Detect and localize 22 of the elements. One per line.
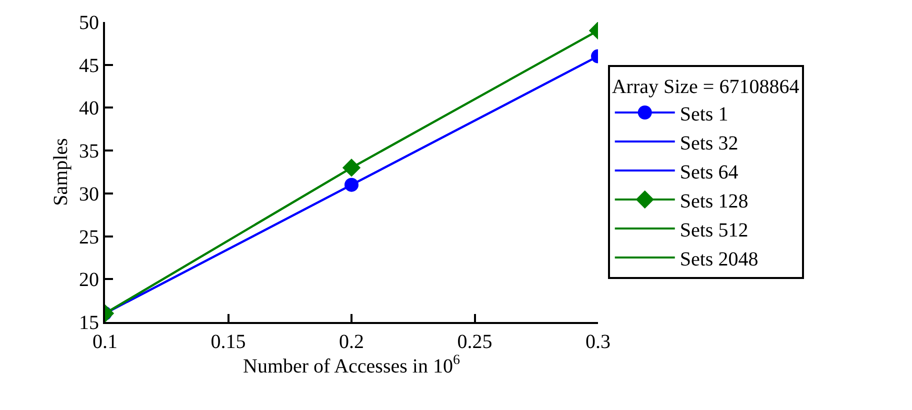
legend-label: Sets 2048	[680, 248, 758, 270]
x-tick-label: 0.1	[92, 331, 118, 353]
legend-label: Sets 32	[680, 132, 738, 154]
legend-label: Sets 1	[680, 103, 728, 126]
x-tick-label: 0.25	[457, 331, 492, 353]
legend-label: Sets 512	[680, 219, 748, 242]
x-tick-label: 0.15	[210, 331, 246, 353]
x-tick-label: 0.2	[339, 331, 364, 353]
y-tick-label: 45	[79, 54, 99, 77]
y-tick-label: 30	[79, 183, 99, 206]
legend-label: Sets 64	[680, 161, 738, 184]
legend-label: Sets 128	[680, 190, 748, 212]
y-axis-title: Samples	[50, 138, 72, 206]
y-tick-label: 15	[79, 312, 99, 334]
y-tick-label: 25	[79, 226, 99, 248]
y-tick-label: 20	[79, 269, 99, 292]
legend-title: Array Size = 67108864	[612, 76, 800, 98]
x-axis-title: Number of Accesses in 10$^{6}$	[243, 353, 460, 378]
y-tick-label: 35	[79, 140, 99, 163]
y-tick-label: 50	[79, 12, 99, 34]
y-tick-label: 40	[79, 98, 99, 120]
x-tick-label: 0.3	[586, 331, 610, 353]
